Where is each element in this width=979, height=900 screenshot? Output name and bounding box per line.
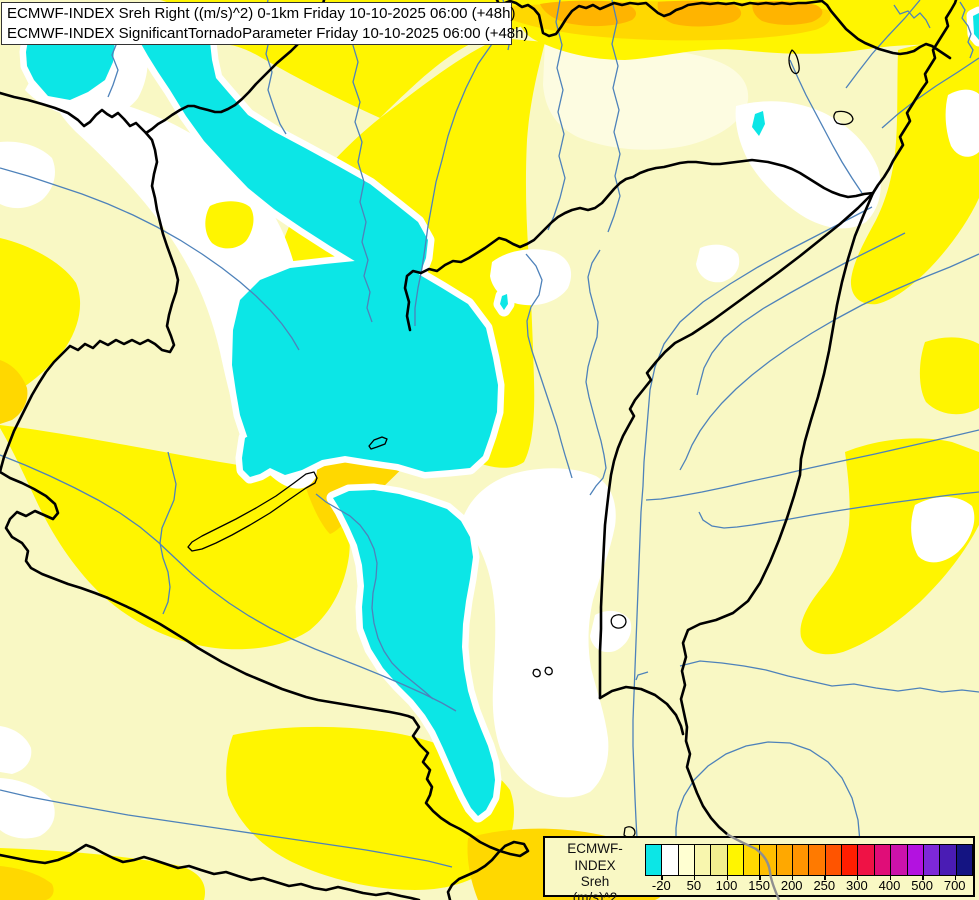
legend-tick-label: -20 — [651, 878, 671, 893]
legend-color-cell — [858, 845, 875, 875]
legend-box: ECMWF-INDEX Sreh (m/s)^2 -20 50 100 150 200 2… — [543, 836, 975, 900]
legend-tick-label: 400 — [878, 878, 901, 893]
legend-color-cell — [776, 845, 794, 875]
legend-tick-mark — [791, 875, 794, 880]
legend-color-cell — [907, 845, 924, 875]
title-box: ECMWF-INDEX Sreh Right ((m/s)^2) 0-1km F… — [1, 2, 529, 45]
legend-color-cell — [874, 845, 892, 875]
title-line-2: ECMWF-INDEX SignificantTornadoParameter … — [7, 25, 529, 42]
legend-color-cell — [940, 845, 957, 875]
lake-tisza — [368, 436, 388, 450]
legend-color-cell — [956, 845, 972, 875]
legend-color-cell — [809, 845, 826, 875]
legend-color-cell — [842, 845, 859, 875]
legend-tick-mark — [693, 875, 696, 880]
legend-tick-mark — [856, 875, 859, 880]
legend-tick-mark — [889, 875, 891, 880]
legend-tick-mark — [661, 875, 663, 880]
legend-color-cell — [793, 845, 810, 875]
cyan-fill-layer — [26, 13, 979, 816]
legend-ticks: -20 50 100 150 200 250 300 400 500 700 — [545, 838, 973, 895]
lake-neusiedl — [788, 49, 800, 75]
legend-tick-mark — [954, 875, 957, 880]
legend-tick-label: 500 — [911, 878, 933, 893]
legend-tick-label: 700 — [943, 878, 966, 893]
river-layer — [0, 0, 979, 868]
orange-fill-layer — [540, 0, 823, 27]
pale-fill-layer — [543, 38, 749, 150]
yellow-island — [205, 201, 254, 249]
legend-labels: ECMWF-INDEX Sreh (m/s)^2 — [547, 840, 643, 900]
legend-tick-label: 150 — [748, 878, 770, 893]
legend-model-label: ECMWF-INDEX — [567, 841, 623, 873]
legend-param-label: Sreh — [580, 874, 610, 889]
border-layer — [0, 0, 958, 900]
legend-color-cell — [891, 845, 908, 875]
legend-color-cell — [695, 845, 712, 875]
legend-color-cell — [678, 845, 696, 875]
legend-tick-mark — [824, 875, 826, 880]
lake-outline-layer — [187, 49, 854, 839]
legend-tick-label: 300 — [846, 878, 868, 893]
legend-tick-label: 250 — [813, 878, 836, 893]
legend-unit-label: (m/s)^2 — [572, 890, 618, 900]
legend-tick-label: 200 — [780, 878, 803, 893]
legend-color-cell — [923, 845, 941, 875]
legend-tick-mark — [922, 875, 924, 880]
legend-color-cell — [662, 845, 679, 875]
legend-color-cell — [825, 845, 843, 875]
legend-color-cell — [646, 845, 663, 875]
lake-balaton — [187, 471, 318, 552]
title-line-1: ECMWF-INDEX Sreh Right ((m/s)^2) 0-1km F… — [7, 5, 516, 22]
legend-tick-label: 50 — [686, 878, 702, 893]
legend-tick-label: 100 — [715, 878, 738, 893]
